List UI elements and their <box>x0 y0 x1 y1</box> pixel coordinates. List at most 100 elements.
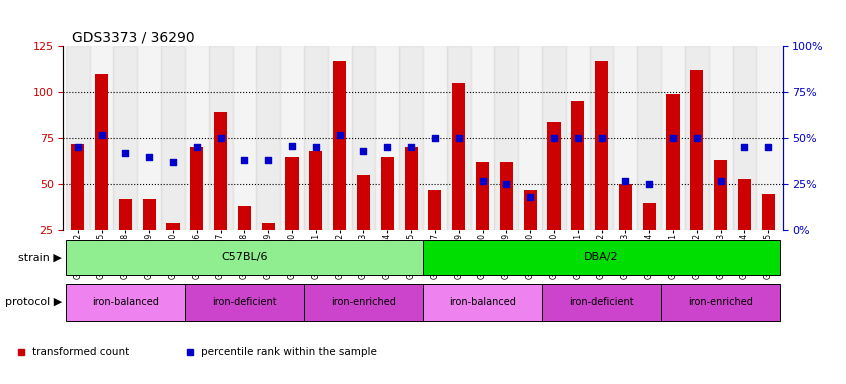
Point <box>285 142 299 149</box>
Bar <box>542 46 566 230</box>
Point <box>261 157 275 164</box>
Point <box>428 135 442 141</box>
Bar <box>333 61 346 230</box>
Bar <box>423 240 780 275</box>
Bar <box>613 46 637 230</box>
Bar <box>376 46 399 230</box>
Bar <box>167 223 179 230</box>
Bar <box>661 284 780 321</box>
Bar <box>661 46 685 230</box>
Point <box>642 181 656 187</box>
Point <box>524 194 537 200</box>
Bar <box>285 157 299 230</box>
Point <box>500 181 514 187</box>
Point <box>166 159 179 165</box>
Text: strain ▶: strain ▶ <box>18 252 62 262</box>
Bar <box>709 46 733 230</box>
Bar <box>310 151 322 230</box>
Text: iron-deficient: iron-deficient <box>569 297 634 308</box>
Bar <box>690 70 703 230</box>
Bar <box>304 284 423 321</box>
Point <box>714 177 728 184</box>
Bar <box>500 162 513 230</box>
Bar <box>452 83 465 230</box>
Bar <box>428 190 442 230</box>
Bar <box>590 46 613 230</box>
Bar <box>185 46 209 230</box>
Bar <box>738 179 751 230</box>
Bar <box>95 74 108 230</box>
Bar <box>571 101 585 230</box>
Bar <box>238 207 251 230</box>
Bar <box>118 199 132 230</box>
Bar <box>519 46 542 230</box>
Bar <box>304 46 327 230</box>
Bar <box>327 46 352 230</box>
Point <box>142 154 156 160</box>
Bar <box>161 46 185 230</box>
Point <box>214 135 228 141</box>
Text: DBA/2: DBA/2 <box>585 252 619 262</box>
Point <box>357 148 371 154</box>
Bar <box>214 113 228 230</box>
Point <box>381 144 394 151</box>
Bar <box>566 46 590 230</box>
Point <box>452 135 465 141</box>
Text: iron-balanced: iron-balanced <box>449 297 516 308</box>
Bar <box>470 46 494 230</box>
Point <box>309 144 322 151</box>
Bar <box>685 46 709 230</box>
Point <box>71 144 85 151</box>
Bar <box>595 61 608 230</box>
Text: GDS3373 / 36290: GDS3373 / 36290 <box>72 30 195 44</box>
Bar <box>357 175 370 230</box>
Bar <box>66 46 90 230</box>
Bar <box>185 284 304 321</box>
Bar <box>524 190 536 230</box>
Bar <box>143 199 156 230</box>
Point <box>667 135 680 141</box>
Bar <box>190 147 203 230</box>
Bar <box>643 203 656 230</box>
Bar <box>256 46 280 230</box>
Bar <box>404 147 418 230</box>
Bar <box>761 194 775 230</box>
Text: C57BL/6: C57BL/6 <box>221 252 267 262</box>
Text: percentile rank within the sample: percentile rank within the sample <box>201 347 377 357</box>
Point <box>571 135 585 141</box>
Point <box>332 131 346 137</box>
Bar <box>494 46 519 230</box>
Bar <box>66 240 423 275</box>
Bar <box>261 223 275 230</box>
Point <box>595 135 608 141</box>
Bar <box>71 144 85 230</box>
Text: iron-balanced: iron-balanced <box>92 297 159 308</box>
Bar <box>399 46 423 230</box>
Point <box>690 135 704 141</box>
Bar <box>66 284 185 321</box>
Bar <box>233 46 256 230</box>
Bar <box>423 46 447 230</box>
Bar <box>714 161 728 230</box>
Bar <box>423 284 542 321</box>
Text: transformed count: transformed count <box>32 347 129 357</box>
Point <box>190 144 204 151</box>
Bar <box>733 46 756 230</box>
Bar <box>352 46 376 230</box>
Bar <box>618 184 632 230</box>
Bar <box>447 46 470 230</box>
Bar <box>476 162 489 230</box>
Point <box>547 135 561 141</box>
Point <box>95 131 108 137</box>
Bar <box>667 94 679 230</box>
Text: iron-deficient: iron-deficient <box>212 297 277 308</box>
Point <box>238 157 251 164</box>
Bar <box>209 46 233 230</box>
Bar <box>113 46 137 230</box>
Bar <box>542 284 661 321</box>
Bar <box>90 46 113 230</box>
Point <box>404 144 418 151</box>
Point <box>738 144 751 151</box>
Bar <box>381 157 394 230</box>
Point <box>761 144 775 151</box>
